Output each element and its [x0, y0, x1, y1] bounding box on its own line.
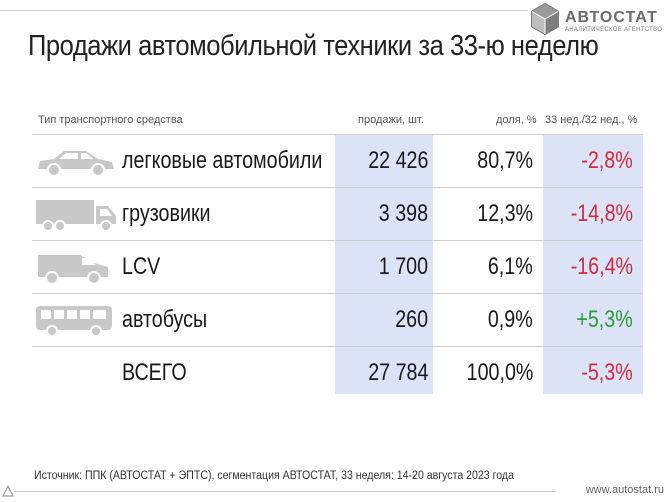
brand-subtitle: аналитическое агентство: [565, 27, 663, 33]
row-type-name: легковые автомобили: [122, 147, 323, 174]
sales-table: Тип транспортного средства продажи, шт. …: [32, 106, 643, 399]
table-row: автобусы 260 0,9% +5,3%: [32, 294, 643, 347]
header-sales: продажи, шт.: [358, 114, 424, 126]
page-title: Продажи автомобильной техники за 33-ю не…: [28, 30, 599, 62]
row-change-value: +5,3%: [576, 306, 633, 333]
row-type-name: грузовики: [122, 200, 211, 227]
bus-icon: [36, 306, 112, 337]
row-change-value: -16,4%: [570, 253, 633, 280]
row-change-value: -2,8%: [581, 147, 633, 174]
row-change-value: -5,3%: [581, 359, 633, 386]
brand-logo: АВТОСТАТ аналитическое агентство: [528, 2, 664, 38]
brand-name: АВТОСТАТ: [565, 9, 658, 26]
row-share-value: 80,7%: [477, 147, 533, 174]
row-type-name: LCV: [122, 253, 161, 280]
van-icon: [38, 255, 108, 285]
triangle-logo-icon: [2, 485, 14, 497]
header-type: Тип транспортного средства: [38, 114, 183, 126]
table-row: легковые автомобили 22 426 80,7% -2,8%: [32, 135, 643, 188]
table-header: Тип транспортного средства продажи, шт. …: [32, 106, 643, 135]
row-sales-value: 1 700: [378, 253, 428, 280]
table-row: грузовики 3 398 12,3% -14,8%: [32, 188, 643, 241]
row-type-name: ВСЕГО: [122, 359, 187, 386]
table-row: LCV 1 700 6,1% -16,4%: [32, 241, 643, 294]
change-column-highlight: [543, 134, 643, 394]
source-note: Источник: ППК (АВТОСТАТ + ЭПТС), сегмент…: [34, 470, 514, 482]
row-sales-value: 22 426: [367, 147, 428, 174]
row-change-value: -14,8%: [570, 200, 633, 227]
row-share-value: 0,9%: [488, 306, 533, 333]
row-sales-value: 27 784: [367, 359, 428, 386]
row-share-value: 100,0%: [466, 359, 533, 386]
header-share: доля, %: [496, 114, 537, 126]
row-type-name: автобусы: [122, 306, 208, 333]
bottom-divider: [14, 491, 556, 492]
row-share-value: 6,1%: [488, 253, 533, 280]
hexagon-cube-logo-icon: [531, 2, 559, 36]
truck-icon: [36, 200, 116, 232]
table-row-total: ВСЕГО 27 784 100,0% -5,3%: [32, 347, 643, 399]
row-share-value: 12,3%: [477, 200, 533, 227]
header-change: 33 нед./32 нед., %: [545, 114, 638, 126]
row-sales-value: 260: [395, 306, 428, 333]
sales-column-highlight: [335, 134, 433, 394]
site-url: www.autostat.ru: [585, 484, 664, 496]
top-divider: [0, 10, 528, 11]
row-sales-value: 3 398: [378, 200, 428, 227]
passenger-car-icon: [38, 151, 114, 177]
